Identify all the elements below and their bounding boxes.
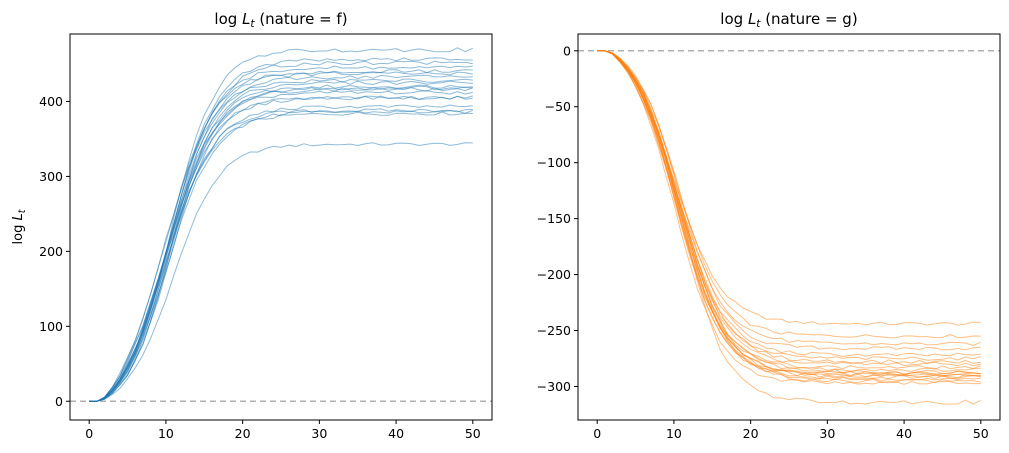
series-line bbox=[597, 50, 981, 364]
series-line bbox=[89, 142, 473, 402]
x-tick-label: 0 bbox=[85, 426, 93, 441]
series-line bbox=[597, 50, 981, 375]
series-line bbox=[89, 104, 473, 402]
series-line bbox=[89, 109, 473, 402]
plot-frame bbox=[69, 33, 493, 421]
series-line bbox=[89, 95, 473, 402]
series-line bbox=[597, 50, 981, 351]
y-tick-label: −200 bbox=[537, 267, 571, 282]
series-line bbox=[597, 50, 981, 370]
series-line bbox=[597, 50, 981, 377]
series-line bbox=[597, 50, 981, 379]
series-line bbox=[89, 71, 473, 402]
x-tick-label: 40 bbox=[388, 426, 404, 441]
x-tick-label: 20 bbox=[235, 426, 251, 441]
series-line bbox=[597, 50, 981, 372]
plot-frame bbox=[577, 33, 1001, 421]
series-line bbox=[89, 85, 473, 402]
y-axis: 0 100 200 300 400 bbox=[39, 94, 70, 409]
series-line bbox=[89, 108, 473, 402]
series-line bbox=[597, 50, 981, 384]
series-line bbox=[89, 78, 473, 402]
series-line bbox=[597, 50, 981, 376]
series-line bbox=[597, 50, 981, 385]
series-line bbox=[597, 50, 981, 346]
series-line bbox=[597, 50, 981, 357]
series-line bbox=[597, 50, 982, 405]
y-tick-label: −300 bbox=[537, 379, 571, 394]
series-line bbox=[89, 95, 473, 402]
series-line bbox=[89, 57, 473, 402]
y-tick-label: −150 bbox=[537, 211, 571, 226]
series-line bbox=[597, 50, 981, 367]
chart-title: log Lt (nature = f) bbox=[214, 10, 347, 30]
chart-nature-f: log Lt (nature = f) 0 10 20 30 40 50 0 100 200 3… bbox=[11, 10, 493, 441]
series-line bbox=[89, 74, 473, 402]
x-tick-label: 20 bbox=[743, 426, 759, 441]
series-line bbox=[89, 80, 473, 402]
series-line bbox=[597, 50, 981, 361]
x-tick-label: 10 bbox=[158, 426, 174, 441]
y-tick-label: 0 bbox=[55, 394, 63, 409]
y-axis-label: log Lt bbox=[11, 208, 28, 244]
series-line bbox=[89, 87, 473, 402]
series-line bbox=[89, 90, 473, 402]
x-tick-label: 0 bbox=[593, 426, 601, 441]
y-tick-label: −250 bbox=[537, 323, 571, 338]
series-line bbox=[597, 50, 981, 380]
y-axis: 0 −50 −100 −150 −200 −250 −300 bbox=[537, 43, 578, 394]
y-tick-label: 100 bbox=[39, 319, 63, 334]
x-tick-label: 50 bbox=[465, 426, 481, 441]
series-line bbox=[89, 47, 473, 402]
y-tick-label: 0 bbox=[563, 43, 571, 58]
series-line bbox=[597, 50, 981, 326]
y-tick-label: 400 bbox=[39, 94, 63, 109]
x-axis: 0 10 20 30 40 50 bbox=[85, 420, 481, 441]
series-line bbox=[597, 50, 981, 339]
series-line bbox=[597, 50, 981, 378]
y-tick-label: −50 bbox=[545, 99, 571, 114]
y-tick-label: 300 bbox=[39, 169, 63, 184]
x-tick-label: 50 bbox=[973, 426, 989, 441]
x-tick-label: 10 bbox=[666, 426, 682, 441]
series-line bbox=[89, 111, 473, 402]
series-line bbox=[597, 50, 981, 382]
chart-title: log Lt (nature = g) bbox=[720, 10, 857, 30]
x-tick-label: 30 bbox=[819, 426, 835, 441]
chart-nature-g: log Lt (nature = g) 0 10 20 30 40 50 0 −50 −100… bbox=[537, 10, 1001, 441]
x-tick-label: 40 bbox=[896, 426, 912, 441]
y-tick-label: 200 bbox=[39, 244, 63, 259]
x-tick-label: 30 bbox=[311, 426, 327, 441]
series-line bbox=[89, 60, 473, 402]
series-line bbox=[89, 69, 473, 402]
series-line bbox=[89, 84, 473, 402]
x-axis: 0 10 20 30 40 50 bbox=[593, 420, 989, 441]
y-tick-label: −100 bbox=[537, 155, 571, 170]
